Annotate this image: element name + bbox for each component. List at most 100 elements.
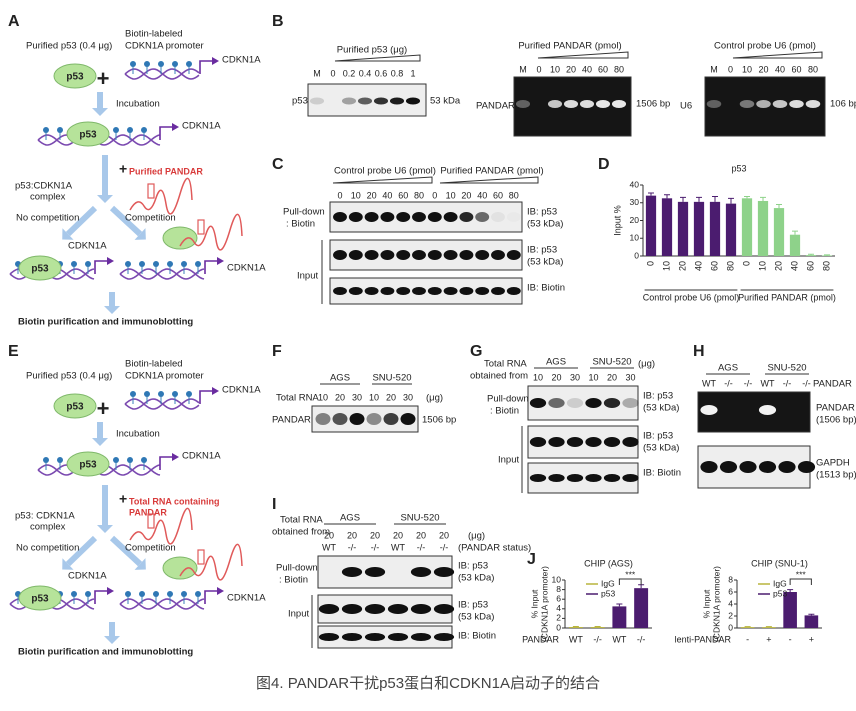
band xyxy=(758,405,777,415)
gene-arrow-head xyxy=(172,123,179,131)
label: p53 xyxy=(66,402,84,413)
band xyxy=(427,250,442,260)
label: Total RNA xyxy=(276,393,319,404)
label: 0.6 xyxy=(375,68,388,78)
label: Incubation xyxy=(116,429,160,440)
band xyxy=(364,250,379,260)
label: AGS xyxy=(340,513,360,524)
band xyxy=(357,97,373,105)
flow-arrow-head xyxy=(92,438,108,446)
x-tick-label: 20 xyxy=(677,261,687,271)
label: obtained from xyxy=(470,371,528,382)
label: IB: Biotin xyxy=(527,283,565,294)
y-tick-label: 10 xyxy=(552,574,562,584)
label: IB: p53 xyxy=(527,207,557,218)
label: GAPDH xyxy=(816,458,850,469)
label: 0.2 xyxy=(343,68,356,78)
y-tick-label: 0 xyxy=(556,622,561,632)
bar xyxy=(741,198,753,256)
band xyxy=(585,474,602,482)
dna-strand xyxy=(124,68,200,80)
band xyxy=(443,287,458,295)
label: 30 xyxy=(625,372,635,382)
band xyxy=(547,100,563,108)
label: No competition xyxy=(16,213,79,224)
error-bar xyxy=(680,196,686,202)
label: 1 xyxy=(410,68,415,78)
biotin xyxy=(195,591,201,597)
label: -/- xyxy=(802,378,811,388)
x-tick-label: 40 xyxy=(693,261,703,271)
dna-strand xyxy=(119,598,205,610)
band xyxy=(491,287,505,295)
p53-protein xyxy=(66,121,110,147)
biotin xyxy=(141,457,147,463)
y-tick-label: 2 xyxy=(556,613,561,623)
label: (53 kDa) xyxy=(458,612,494,623)
group-label: Control probe U6 (pmol) xyxy=(643,292,740,302)
wedge xyxy=(732,51,823,59)
label: Control probe U6 (pmol) xyxy=(334,166,436,177)
dna-strand xyxy=(119,598,205,610)
label: SNU-520 xyxy=(400,513,439,524)
band xyxy=(603,474,621,482)
label: -/- xyxy=(783,378,792,388)
band xyxy=(341,97,357,105)
band xyxy=(348,212,363,222)
band xyxy=(475,250,490,260)
band xyxy=(318,633,340,641)
label: 1506 bp xyxy=(636,99,670,110)
label: + xyxy=(119,161,127,177)
band xyxy=(566,437,584,447)
gene-arrow xyxy=(204,260,219,274)
biotin xyxy=(71,261,77,267)
band xyxy=(507,212,521,222)
label: p53 xyxy=(79,130,97,141)
x-tick-label: 60 xyxy=(709,261,719,271)
error-bar xyxy=(696,196,702,202)
biotin xyxy=(167,591,173,597)
band xyxy=(622,398,639,408)
gene-arrow xyxy=(94,590,109,604)
biotin xyxy=(167,261,173,267)
flow-arrow-head xyxy=(97,195,113,203)
band xyxy=(410,633,432,641)
error-bar xyxy=(808,253,814,256)
label: -/- xyxy=(744,378,753,388)
label: IB: p53 xyxy=(527,245,557,256)
label: 20 xyxy=(758,64,768,74)
bar xyxy=(661,198,673,256)
label: 0.8 xyxy=(391,68,404,78)
biotin xyxy=(57,457,63,463)
y-tick-label: 0 xyxy=(728,622,733,632)
wedge xyxy=(537,51,629,59)
label: CDKN1A promoter xyxy=(125,41,204,52)
label: SNU-520 xyxy=(592,357,631,368)
y-tick-label: 6 xyxy=(728,586,733,596)
label: p53 xyxy=(66,72,84,83)
label: 0.4 xyxy=(359,68,372,78)
biotin xyxy=(172,61,178,67)
y-tick-label: 20 xyxy=(630,215,640,225)
band xyxy=(348,287,363,295)
label: 10 xyxy=(446,190,456,200)
bar xyxy=(568,627,583,628)
label: SNU-520 xyxy=(767,363,806,374)
band xyxy=(433,604,455,614)
label: M xyxy=(313,68,321,78)
biotin xyxy=(43,457,49,463)
annotation: *** xyxy=(796,569,807,579)
band xyxy=(427,287,442,295)
legend-label: p53 xyxy=(773,588,787,598)
error-bar xyxy=(664,194,670,199)
band xyxy=(443,212,458,222)
biotin xyxy=(141,127,147,133)
band xyxy=(622,474,639,482)
band xyxy=(389,97,405,105)
p53-protein xyxy=(53,63,97,89)
biotin xyxy=(125,261,131,267)
caption: 图4. PANDAR干扰p53蛋白和CDKN1A启动子的结合 xyxy=(256,675,600,692)
band xyxy=(364,633,386,641)
band xyxy=(758,461,777,473)
flow-arrow-head xyxy=(62,228,74,240)
